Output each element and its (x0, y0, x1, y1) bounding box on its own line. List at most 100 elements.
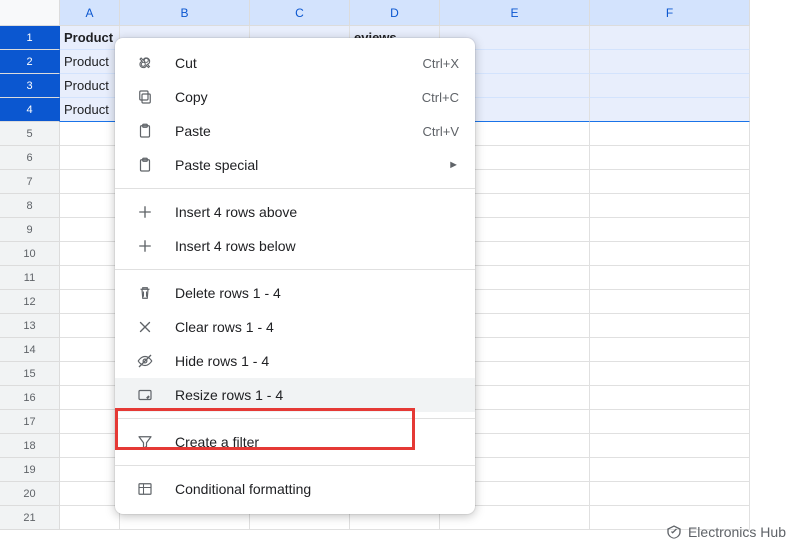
cell-F16[interactable] (590, 386, 750, 410)
column-header-E[interactable]: E (440, 0, 590, 26)
menu-item-paste[interactable]: PasteCtrl+V (115, 114, 475, 148)
menu-item-copy[interactable]: CopyCtrl+C (115, 80, 475, 114)
row-header-3[interactable]: 3 (0, 74, 60, 98)
row-header-8[interactable]: 8 (0, 194, 60, 218)
cell-F4[interactable] (590, 98, 750, 122)
row-header-4[interactable]: 4 (0, 98, 60, 122)
row-header-9[interactable]: 9 (0, 218, 60, 242)
cell-F9[interactable] (590, 218, 750, 242)
row-header-20[interactable]: 20 (0, 482, 60, 506)
menu-item-paste-special[interactable]: Paste special► (115, 148, 475, 182)
menu-item-label: Insert 4 rows below (175, 238, 459, 254)
cell-F11[interactable] (590, 266, 750, 290)
cell-A7[interactable] (60, 170, 120, 194)
select-all-corner[interactable] (0, 0, 60, 26)
menu-item-clear-rows-1-4[interactable]: Clear rows 1 - 4 (115, 310, 475, 344)
menu-item-label: Paste special (175, 157, 442, 173)
menu-item-accelerator: Ctrl+V (423, 124, 459, 139)
watermark-icon (666, 524, 682, 540)
row-headers: 123456789101112131415161718192021 (0, 26, 60, 550)
menu-item-create-a-filter[interactable]: Create a filter (115, 425, 475, 459)
row-header-12[interactable]: 12 (0, 290, 60, 314)
cut-icon (133, 54, 157, 72)
row-header-2[interactable]: 2 (0, 50, 60, 74)
row-header-15[interactable]: 15 (0, 362, 60, 386)
cell-F6[interactable] (590, 146, 750, 170)
cell-A15[interactable] (60, 362, 120, 386)
menu-separator (115, 188, 475, 189)
cell-A13[interactable] (60, 314, 120, 338)
cell-A18[interactable] (60, 434, 120, 458)
column-header-C[interactable]: C (250, 0, 350, 26)
cell-A14[interactable] (60, 338, 120, 362)
cell-A10[interactable] (60, 242, 120, 266)
menu-item-delete-rows-1-4[interactable]: Delete rows 1 - 4 (115, 276, 475, 310)
cell-A8[interactable] (60, 194, 120, 218)
column-header-F[interactable]: F (590, 0, 750, 26)
column-headers: ABCDEF (60, 0, 800, 26)
menu-item-label: Resize rows 1 - 4 (175, 387, 459, 403)
cell-A9[interactable] (60, 218, 120, 242)
row-header-6[interactable]: 6 (0, 146, 60, 170)
cell-A6[interactable] (60, 146, 120, 170)
menu-item-accelerator: Ctrl+C (422, 90, 459, 105)
menu-item-resize-rows-1-4[interactable]: Resize rows 1 - 4 (115, 378, 475, 412)
menu-item-label: Insert 4 rows above (175, 204, 459, 220)
menu-item-insert-4-rows-below[interactable]: Insert 4 rows below (115, 229, 475, 263)
cell-A20[interactable] (60, 482, 120, 506)
cell-A2[interactable]: Product (60, 50, 120, 74)
row-header-16[interactable]: 16 (0, 386, 60, 410)
menu-item-insert-4-rows-above[interactable]: Insert 4 rows above (115, 195, 475, 229)
cell-A11[interactable] (60, 266, 120, 290)
row-header-11[interactable]: 11 (0, 266, 60, 290)
row-header-1[interactable]: 1 (0, 26, 60, 50)
cell-F17[interactable] (590, 410, 750, 434)
cell-F8[interactable] (590, 194, 750, 218)
cell-A16[interactable] (60, 386, 120, 410)
row-header-14[interactable]: 14 (0, 338, 60, 362)
filter-icon (133, 433, 157, 451)
cell-A3[interactable]: Product (60, 74, 120, 98)
trash-icon (133, 284, 157, 302)
cell-F12[interactable] (590, 290, 750, 314)
cell-F7[interactable] (590, 170, 750, 194)
cell-F10[interactable] (590, 242, 750, 266)
cell-F20[interactable] (590, 482, 750, 506)
cell-F19[interactable] (590, 458, 750, 482)
row-header-21[interactable]: 21 (0, 506, 60, 530)
paste-icon (133, 156, 157, 174)
spreadsheet: ABCDEF 123456789101112131415161718192021… (0, 0, 800, 550)
column-header-B[interactable]: B (120, 0, 250, 26)
cell-F5[interactable] (590, 122, 750, 146)
row-header-5[interactable]: 5 (0, 122, 60, 146)
menu-item-cut[interactable]: CutCtrl+X (115, 46, 475, 80)
cell-A19[interactable] (60, 458, 120, 482)
cell-F3[interactable] (590, 74, 750, 98)
cell-A17[interactable] (60, 410, 120, 434)
row-header-19[interactable]: 19 (0, 458, 60, 482)
row-header-17[interactable]: 17 (0, 410, 60, 434)
column-header-A[interactable]: A (60, 0, 120, 26)
row-header-13[interactable]: 13 (0, 314, 60, 338)
cell-A12[interactable] (60, 290, 120, 314)
cell-F2[interactable] (590, 50, 750, 74)
menu-item-label: Hide rows 1 - 4 (175, 353, 459, 369)
menu-item-conditional-formatting[interactable]: Conditional formatting (115, 472, 475, 506)
watermark: Electronics Hub (666, 524, 786, 540)
cell-F18[interactable] (590, 434, 750, 458)
cell-F15[interactable] (590, 362, 750, 386)
row-header-7[interactable]: 7 (0, 170, 60, 194)
cell-F1[interactable] (590, 26, 750, 50)
row-header-10[interactable]: 10 (0, 242, 60, 266)
cell-A4[interactable]: Product (60, 98, 120, 122)
resize-icon (133, 386, 157, 404)
menu-item-label: Cut (175, 55, 423, 71)
cell-F13[interactable] (590, 314, 750, 338)
menu-item-hide-rows-1-4[interactable]: Hide rows 1 - 4 (115, 344, 475, 378)
cell-F14[interactable] (590, 338, 750, 362)
cell-A1[interactable]: Product (60, 26, 120, 50)
cell-A21[interactable] (60, 506, 120, 530)
column-header-D[interactable]: D (350, 0, 440, 26)
row-header-18[interactable]: 18 (0, 434, 60, 458)
cell-A5[interactable] (60, 122, 120, 146)
